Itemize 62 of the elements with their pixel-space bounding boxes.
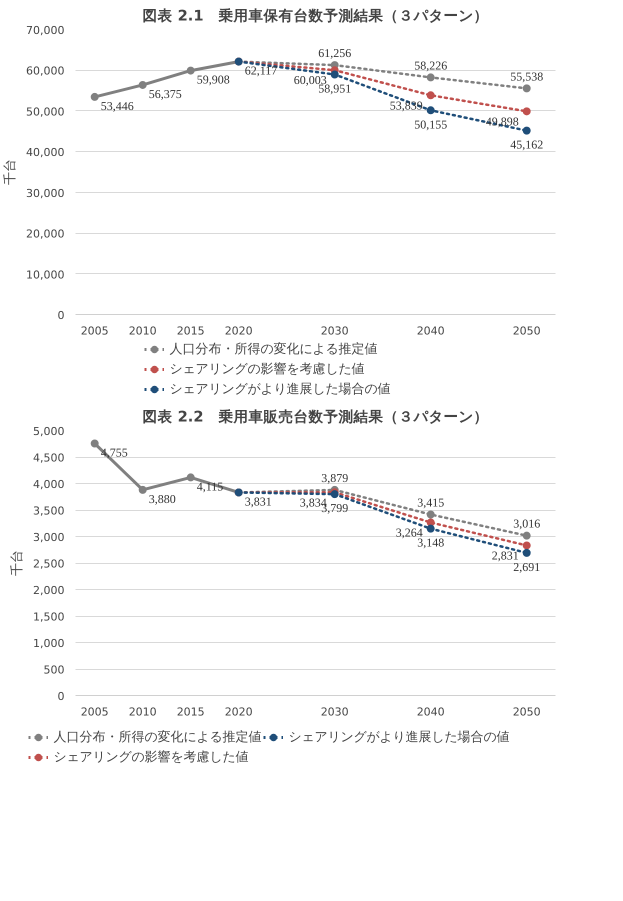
y-tick-label: 1,000 bbox=[33, 637, 65, 650]
data-label: 56,375 bbox=[148, 86, 182, 101]
x-tick-label: 2010 bbox=[128, 706, 157, 718]
y-tick-label: 20,000 bbox=[26, 228, 65, 241]
data-label: 49,898 bbox=[486, 114, 519, 128]
data-label: 59,908 bbox=[196, 72, 230, 87]
y-tick-label: 0 bbox=[58, 690, 64, 703]
data-label: 4,115 bbox=[196, 479, 224, 494]
x-tick-label: 2015 bbox=[176, 706, 205, 718]
data-label: 3,831 bbox=[244, 494, 272, 508]
data-label: 2,691 bbox=[513, 560, 540, 574]
y-tick-label: 3,500 bbox=[33, 504, 65, 518]
data-label: 2,831 bbox=[492, 548, 519, 562]
legend-label: シェアリングがより進展した場合の値 bbox=[288, 729, 510, 746]
y-tick-label: 0 bbox=[58, 309, 64, 322]
y-tick-label: 2,500 bbox=[33, 558, 65, 570]
y-tick-label: 50,000 bbox=[26, 105, 65, 118]
x-tick-label: 2020 bbox=[224, 324, 253, 338]
data-label: 3,415 bbox=[417, 496, 444, 510]
y-tick-label: 10,000 bbox=[26, 268, 65, 282]
x-tick-label: 2020 bbox=[224, 706, 253, 718]
data-label: 61,256 bbox=[318, 46, 352, 60]
y-tick-label: 4,000 bbox=[33, 478, 65, 491]
data-label: 3,016 bbox=[513, 516, 540, 531]
y-tick-label: 70,000 bbox=[26, 24, 65, 37]
data-label: 62,117 bbox=[244, 64, 278, 78]
legend-label: 人口分布・所得の変化による推定値 bbox=[53, 729, 262, 746]
y-tick-label: 2,000 bbox=[33, 584, 65, 597]
x-tick-label: 2040 bbox=[416, 706, 445, 718]
data-label: 53,839 bbox=[390, 98, 423, 112]
data-label: 55,538 bbox=[510, 69, 544, 84]
y-tick-label: 1,500 bbox=[33, 610, 65, 624]
x-tick-label: 2050 bbox=[512, 324, 541, 338]
y-tick-label: 30,000 bbox=[26, 186, 65, 200]
legend-label: シェアリングの影響を考慮した値 bbox=[53, 749, 248, 766]
legend-label: シェアリングがより進展した場合の値 bbox=[169, 381, 390, 398]
x-tick-label: 2030 bbox=[320, 706, 349, 718]
x-tick-label: 2050 bbox=[512, 706, 541, 718]
chart-title: 図表 2.1 乗用車保有台数予測結果（３パターン） bbox=[142, 8, 489, 24]
legend-label: 人口分布・所得の変化による推定値 bbox=[169, 341, 378, 358]
data-label: 53,446 bbox=[100, 98, 134, 113]
y-axis-title: 千台 bbox=[10, 550, 26, 576]
x-tick-label: 2015 bbox=[176, 324, 205, 338]
data-label: 58,226 bbox=[414, 58, 448, 72]
y-tick-label: 3,000 bbox=[33, 531, 65, 544]
y-tick-label: 4,500 bbox=[33, 452, 65, 464]
data-label: 50,155 bbox=[414, 117, 448, 132]
chart-title: 図表 2.2 乗用車販売台数予測結果（３パターン） bbox=[142, 408, 489, 426]
x-tick-label: 2005 bbox=[80, 324, 109, 338]
x-tick-label: 2040 bbox=[416, 324, 445, 338]
data-label: 3,879 bbox=[321, 470, 348, 485]
y-tick-label: 500 bbox=[44, 664, 65, 676]
legend-label: シェアリングの影響を考慮した値 bbox=[169, 361, 364, 378]
y-tick-label: 40,000 bbox=[26, 146, 65, 160]
x-tick-label: 2010 bbox=[128, 324, 157, 338]
data-label: 3,880 bbox=[148, 492, 176, 506]
y-axis-title: 千台 bbox=[3, 159, 18, 185]
y-tick-label: 5,000 bbox=[33, 425, 65, 438]
y-tick-label: 60,000 bbox=[26, 64, 65, 78]
x-tick-label: 2005 bbox=[80, 706, 109, 718]
x-tick-label: 2030 bbox=[320, 324, 349, 338]
data-label: 45,162 bbox=[510, 138, 544, 152]
